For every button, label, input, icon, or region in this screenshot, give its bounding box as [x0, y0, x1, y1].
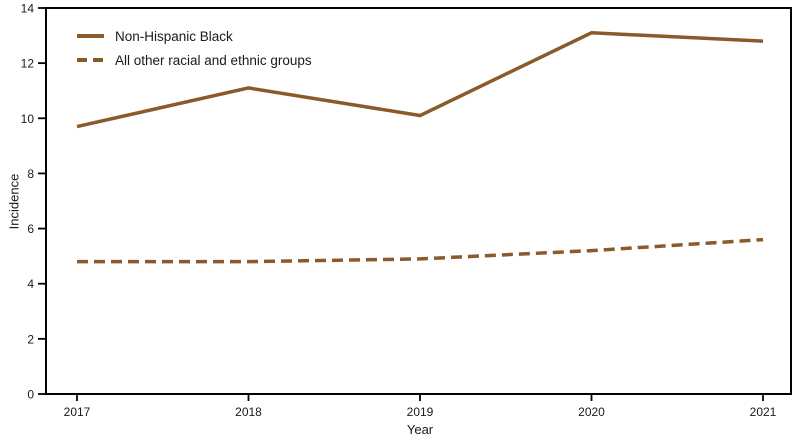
dashed-line-swatch — [77, 58, 104, 62]
plot-frame — [45, 7, 792, 395]
x-tick-label: 2021 — [750, 405, 777, 419]
series-line-solid — [76, 31, 764, 129]
x-tick-label: 2020 — [578, 405, 605, 419]
x-tick-label: 2019 — [407, 405, 434, 419]
chart-legend: Non-Hispanic Black All other racial and … — [77, 24, 312, 72]
legend-label: All other racial and ethnic groups — [115, 52, 312, 68]
x-tick-label: 2017 — [64, 405, 91, 419]
legend-item-all-other-groups: All other racial and ethnic groups — [77, 48, 312, 72]
x-axis-label: Year — [406, 422, 434, 437]
y-tick-label: 2 — [27, 332, 34, 346]
y-tick-label: 4 — [27, 277, 34, 291]
legend-label: Non-Hispanic Black — [115, 28, 233, 44]
y-tick-label: 8 — [27, 167, 34, 181]
x-tick-label: 2018 — [235, 405, 262, 419]
y-tick-label: 0 — [27, 388, 34, 402]
y-axis-label: Incidence — [6, 173, 22, 230]
y-tick-label: 10 — [21, 112, 35, 126]
solid-line-swatch — [77, 34, 104, 38]
series-line-dashed — [77, 237, 764, 264]
y-tick-label: 12 — [21, 57, 35, 71]
y-tick-label: 6 — [27, 222, 34, 236]
y-tick-label: 14 — [21, 2, 35, 16]
legend-item-non-hispanic-black: Non-Hispanic Black — [77, 24, 312, 48]
